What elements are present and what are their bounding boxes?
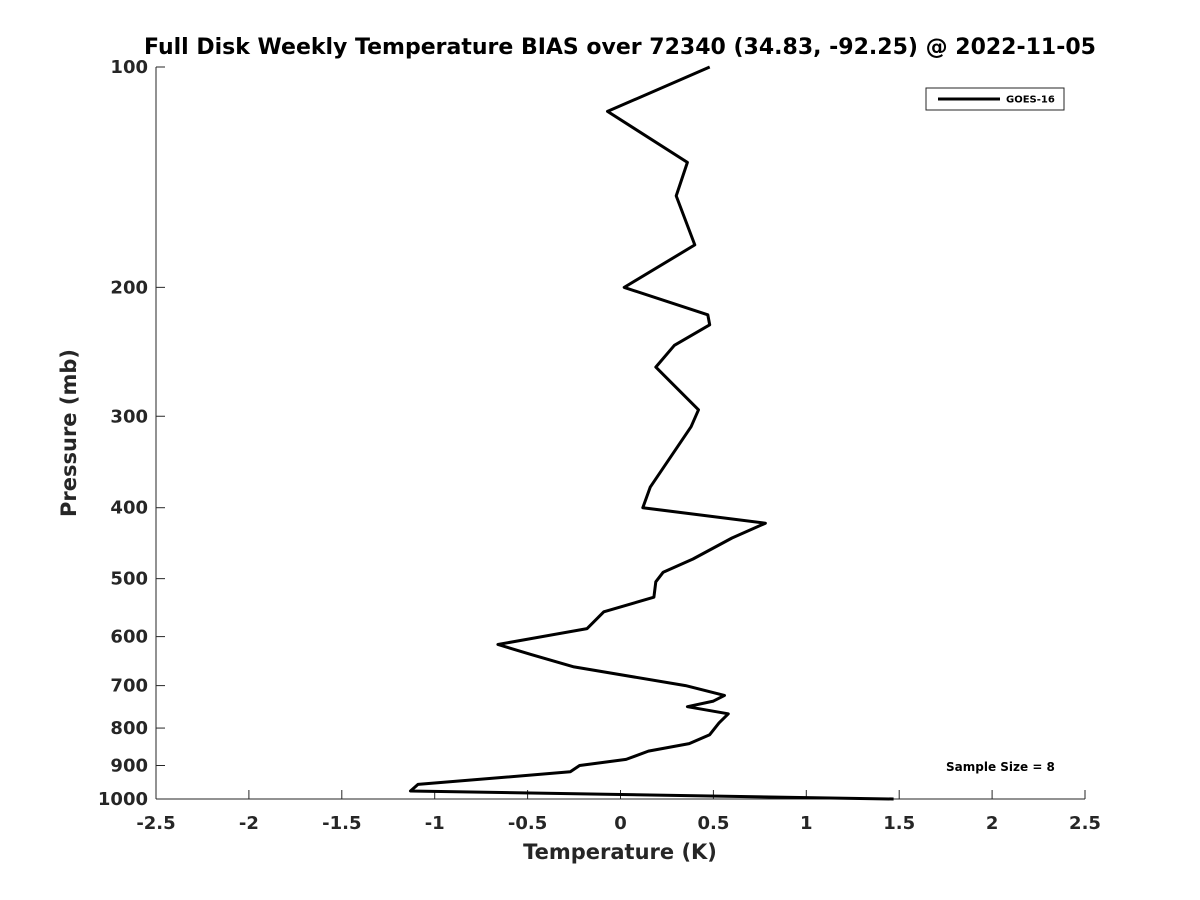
x-tick-label: -2.5 <box>136 813 175 834</box>
y-tick-label: 500 <box>110 569 148 590</box>
y-tick-label: 100 <box>110 57 148 78</box>
x-tick-label: -1 <box>425 813 445 834</box>
sample-size-annotation: Sample Size = 8 <box>946 760 1055 774</box>
y-tick-label: 600 <box>110 627 148 648</box>
x-tick-label: -1.5 <box>322 813 361 834</box>
x-tick-label: 0.5 <box>697 813 729 834</box>
y-tick-label: 400 <box>110 498 148 519</box>
y-tick-label: 900 <box>110 756 148 777</box>
x-tick-label: 1 <box>800 813 813 834</box>
x-axis-ticks: -2.5 -2 -1.5 -1 -0.5 0 0.5 1 1.5 2 2.5 <box>136 790 1101 834</box>
legend: GOES-16 <box>925 87 1065 111</box>
x-tick-label: 0 <box>614 813 627 834</box>
x-tick-label: -0.5 <box>508 813 547 834</box>
y-axis-ticks: 100 200 300 400 500 600 700 800 900 1000 <box>98 57 165 810</box>
x-tick-label: 2.5 <box>1069 813 1101 834</box>
series-group <box>409 65 894 801</box>
x-tick-label: 2 <box>986 813 999 834</box>
y-axis-label: Pressure (mb) <box>57 349 81 517</box>
series-line-goes-16 <box>409 65 894 801</box>
y-tick-label: 1000 <box>98 789 148 810</box>
plot-area <box>156 67 1085 799</box>
y-tick-label: 700 <box>110 676 148 697</box>
y-tick-label: 300 <box>110 406 148 427</box>
x-tick-label: 1.5 <box>883 813 915 834</box>
legend-label-goes-16: GOES-16 <box>1006 95 1055 106</box>
x-axis-label: Temperature (K) <box>523 840 717 864</box>
chart-title: Full Disk Weekly Temperature BIAS over 7… <box>144 35 1096 60</box>
y-tick-label: 800 <box>110 718 148 739</box>
y-tick-label: 200 <box>110 277 148 298</box>
x-tick-label: -2 <box>239 813 259 834</box>
